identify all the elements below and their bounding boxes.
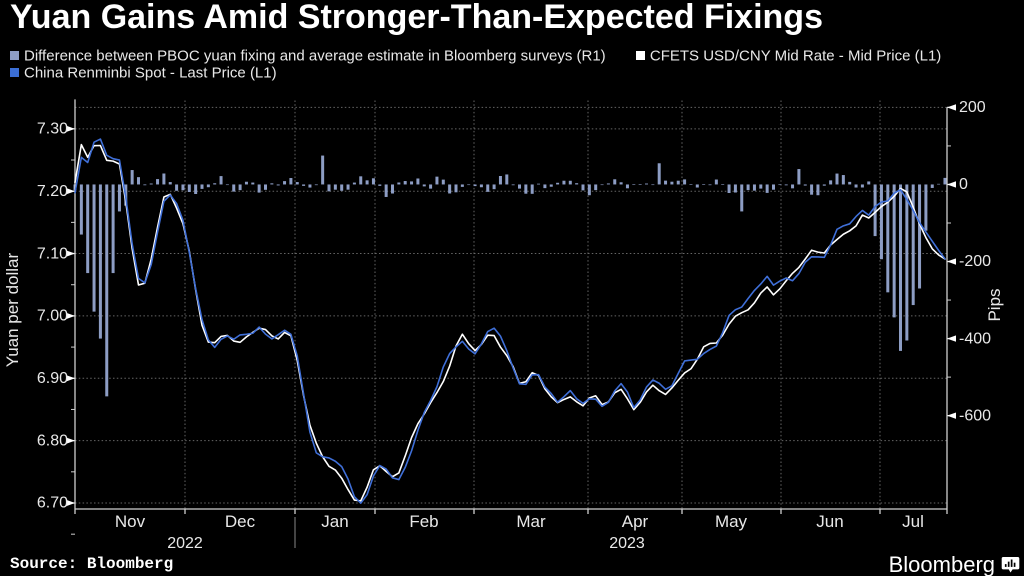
svg-text:-600: -600 [959, 407, 991, 424]
svg-text:Mar: Mar [516, 512, 546, 531]
svg-text:6.90: 6.90 [37, 370, 68, 387]
svg-text:Jan: Jan [321, 512, 348, 531]
svg-text:-200: -200 [959, 253, 991, 270]
svg-text:0: 0 [959, 176, 968, 193]
svg-text:200: 200 [959, 99, 986, 116]
svg-text:Nov: Nov [115, 512, 146, 531]
svg-text:2022: 2022 [167, 535, 203, 552]
svg-text:Pips: Pips [985, 288, 1004, 321]
svg-text:May: May [715, 512, 748, 531]
svg-text:Yuan per dollar: Yuan per dollar [3, 252, 22, 367]
svg-text:Dec: Dec [225, 512, 256, 531]
svg-text:7.20: 7.20 [37, 183, 68, 200]
svg-text:Apr: Apr [622, 512, 649, 531]
svg-text:7.00: 7.00 [37, 308, 68, 325]
svg-text:7.10: 7.10 [37, 245, 68, 262]
svg-text:Feb: Feb [409, 512, 438, 531]
svg-text:-400: -400 [959, 330, 991, 347]
svg-text:2023: 2023 [609, 535, 645, 552]
svg-text:6.70: 6.70 [37, 495, 68, 512]
svg-text:Jul: Jul [902, 512, 924, 531]
svg-text:7.30: 7.30 [37, 121, 68, 138]
svg-text:6.80: 6.80 [37, 432, 68, 449]
svg-text:Jun: Jun [816, 512, 843, 531]
